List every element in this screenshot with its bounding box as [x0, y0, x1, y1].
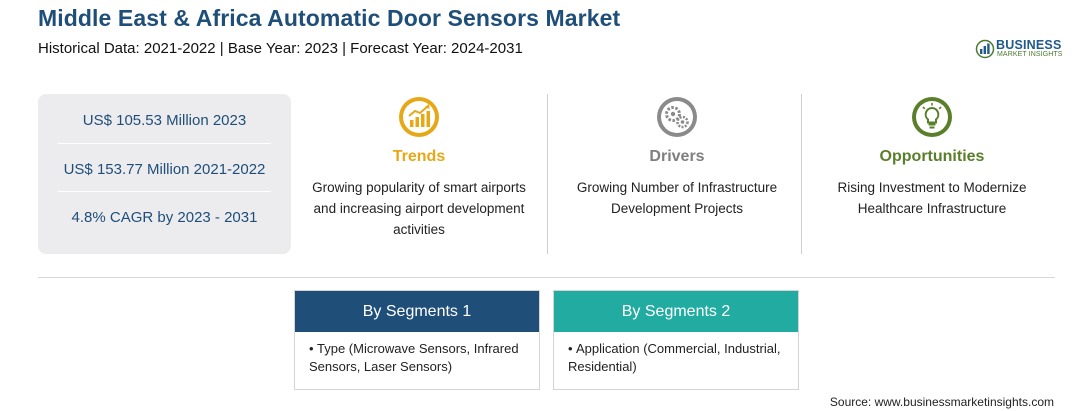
trends-heading: Trends [392, 148, 446, 165]
bullet-marker: • [568, 341, 573, 356]
page-title: Middle East & Africa Automatic Door Sens… [38, 5, 621, 31]
column-divider [801, 94, 802, 254]
drivers-column: Drivers Growing Number of Infrastructure… [551, 94, 803, 254]
drivers-heading: Drivers [649, 148, 705, 165]
stats-divider [58, 191, 271, 192]
opportunities-description: Rising Investment to Modernize Healthcar… [837, 180, 1027, 216]
bar-chart-globe-icon [975, 39, 995, 59]
market-stats-panel: US$ 105.53 Million 2023 US$ 153.77 Milli… [38, 94, 291, 254]
segment-card-1: By Segments 1 • Type (Microwave Sensors, … [294, 290, 540, 390]
source-credit: Source: www.businessmarketinsights.com [829, 395, 1054, 409]
page-subtitle: Historical Data: 2021-2022 | Base Year: … [38, 40, 523, 57]
lightbulb-icon [912, 97, 952, 137]
trends-column: Trends Growing popularity of smart airpo… [293, 94, 545, 254]
segment-2-item: Application (Commercial, Industrial, Res… [568, 341, 781, 374]
stat-market-size-historical: US$ 153.77 Million 2021-2022 [63, 161, 266, 178]
stat-cagr: 4.8% CAGR by 2023 - 2031 [71, 209, 258, 226]
stat-market-size-2023: US$ 105.53 Million 2023 [82, 112, 247, 129]
segment-2-title[interactable]: By Segments 2 [554, 291, 798, 332]
stats-divider [58, 143, 271, 144]
segment-1-title[interactable]: By Segments 1 [295, 291, 539, 332]
segment-card-2: By Segments 2 • Application (Commercial, … [553, 290, 799, 390]
opportunities-column: Opportunities Rising Investment to Moder… [806, 94, 1058, 254]
company-logo[interactable]: BUSINESS MARKET INSIGHTS [975, 37, 1065, 61]
section-divider [38, 277, 1055, 278]
growth-chart-icon [399, 97, 439, 137]
trends-description: Growing popularity of smart airports and… [312, 180, 526, 237]
segment-2-list: • Application (Commercial, Industrial, Re… [554, 332, 798, 376]
drivers-description: Growing Number of Infrastructure Develop… [576, 180, 778, 216]
bullet-marker: • [309, 341, 314, 356]
gears-icon [657, 97, 697, 137]
logo-tagline: MARKET INSIGHTS [997, 51, 1063, 58]
segment-1-item: Type (Microwave Sensors, Infrared Sensor… [309, 341, 519, 374]
opportunities-heading: Opportunities [879, 148, 985, 165]
column-divider [547, 94, 548, 254]
segment-1-list: • Type (Microwave Sensors, Infrared Senso… [295, 332, 539, 376]
logo-wordmark: BUSINESS [996, 38, 1062, 52]
